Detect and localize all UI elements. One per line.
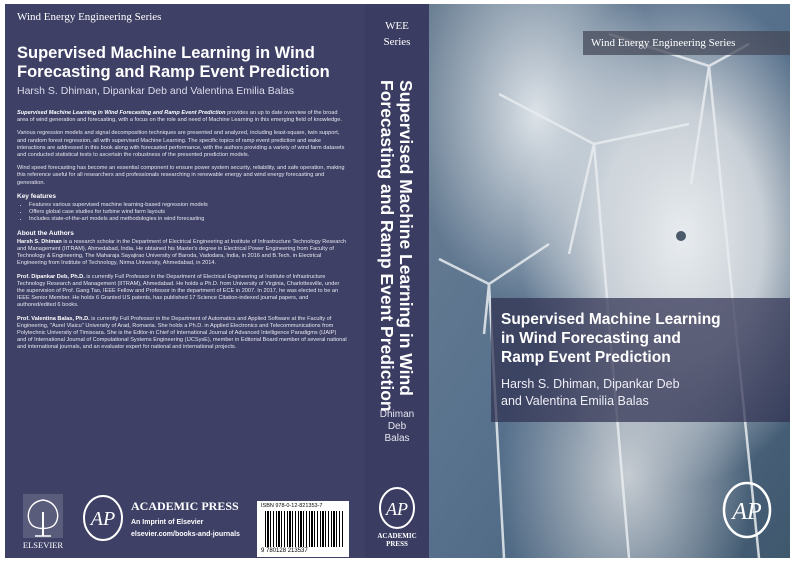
section-heading: Key features [17, 193, 56, 200]
bio-text: is a research scholar in the Department … [17, 239, 346, 267]
svg-text:AP: AP [89, 508, 115, 530]
barcode-number: 9 780128 213537 [261, 548, 308, 554]
spine-series-word: Series [365, 36, 429, 48]
isbn: ISBN 978-0-12-821353-7 [261, 503, 322, 509]
front-title-line: Supervised Machine Learning [501, 310, 721, 329]
title-line: Forecasting and Ramp Event Prediction [17, 63, 330, 82]
spine: WEE Series Supervised Machine Learning i… [365, 4, 429, 558]
spine-author: Dhiman [365, 409, 429, 421]
front-author-line: and Valentina Emilia Balas [501, 393, 680, 410]
front-authors: Harsh S. Dhiman, Dipankar Deb and Valent… [501, 376, 680, 410]
barcode-bars [265, 511, 343, 547]
author-bio: Prof. Valentina Balas, Ph.D. is currentl… [17, 316, 347, 352]
paragraph: Various regression models and signal dec… [17, 130, 347, 159]
svg-text:AP: AP [385, 499, 408, 519]
spine-title-line: Supervised Machine Learning in Wind [396, 80, 416, 396]
elsevier-logo: ELSEVIER [15, 492, 71, 554]
title-line: Supervised Machine Learning in Wind [17, 44, 330, 63]
paragraph: Wind speed forecasting has become an ess… [17, 165, 347, 187]
barcode-box: ISBN 978-0-12-821353-7 9 780128 213537 [257, 501, 349, 557]
front-ap-logo: AP [721, 480, 773, 540]
publisher-name: ACADEMIC PRESS [131, 499, 239, 514]
intro-paragraph: Supervised Machine Learning in Wind Fore… [17, 110, 347, 124]
website: elsevier.com/books-and-journals [131, 531, 240, 538]
front-cover: Wind Energy Engineering Series Supervise… [429, 4, 790, 558]
cover-image [429, 4, 790, 558]
spine-series-abbrev: WEE [365, 20, 429, 32]
front-title-line: in Wind Forecasting and [501, 329, 721, 348]
elsevier-wordmark: ELSEVIER [23, 540, 63, 550]
feature-list: Features various supervised machine lear… [17, 202, 347, 224]
back-cover: Wind Energy Engineering Series Supervise… [5, 4, 365, 558]
spine-author: Deb [365, 421, 429, 433]
bio-name: Harsh S. Dhiman [17, 239, 62, 245]
spine-authors: Dhiman Deb Balas [365, 409, 429, 445]
spine-ap-logo: AP [377, 486, 417, 530]
book-cover-spread: Wind Energy Engineering Series Supervise… [0, 0, 793, 562]
svg-text:AP: AP [730, 499, 762, 525]
spine-publisher: ACADEMIC PRESS [371, 532, 423, 548]
imprint: An Imprint of Elsevier [131, 519, 203, 526]
section-heading: About the Authors [17, 230, 74, 237]
spine-title: Supervised Machine Learning in Wind Fore… [377, 80, 415, 412]
intro-lead: Supervised Machine Learning in Wind Fore… [17, 110, 226, 116]
back-authors: Harsh S. Dhiman, Dipankar Deb and Valent… [17, 85, 294, 97]
front-author-line: Harsh S. Dhiman, Dipankar Deb [501, 376, 680, 393]
bio-name: Prof. Dipankar Deb, Ph.D. [17, 274, 85, 280]
feature-item: Offers global case studies for turbine w… [29, 209, 347, 216]
front-title: Supervised Machine Learning in Wind Fore… [501, 310, 721, 367]
spine-title-line: Forecasting and Ramp Event Prediction [377, 80, 397, 412]
series-name: Wind Energy Engineering Series [17, 11, 161, 23]
author-bio: Prof. Dipankar Deb, Ph.D. is currently F… [17, 274, 347, 310]
bio-name: Prof. Valentina Balas, Ph.D. [17, 316, 90, 322]
front-series: Wind Energy Engineering Series [583, 31, 790, 55]
back-description: Supervised Machine Learning in Wind Fore… [17, 110, 347, 358]
feature-item: Includes state-of-the-art models and met… [29, 216, 347, 223]
ap-logo: AP [81, 494, 125, 542]
feature-item: Features various supervised machine lear… [29, 202, 347, 209]
front-title-line: Ramp Event Prediction [501, 348, 721, 367]
back-title: Supervised Machine Learning in Wind Fore… [17, 44, 330, 82]
author-bio: Harsh S. Dhiman is a research scholar in… [17, 239, 347, 268]
spine-author: Balas [365, 433, 429, 445]
